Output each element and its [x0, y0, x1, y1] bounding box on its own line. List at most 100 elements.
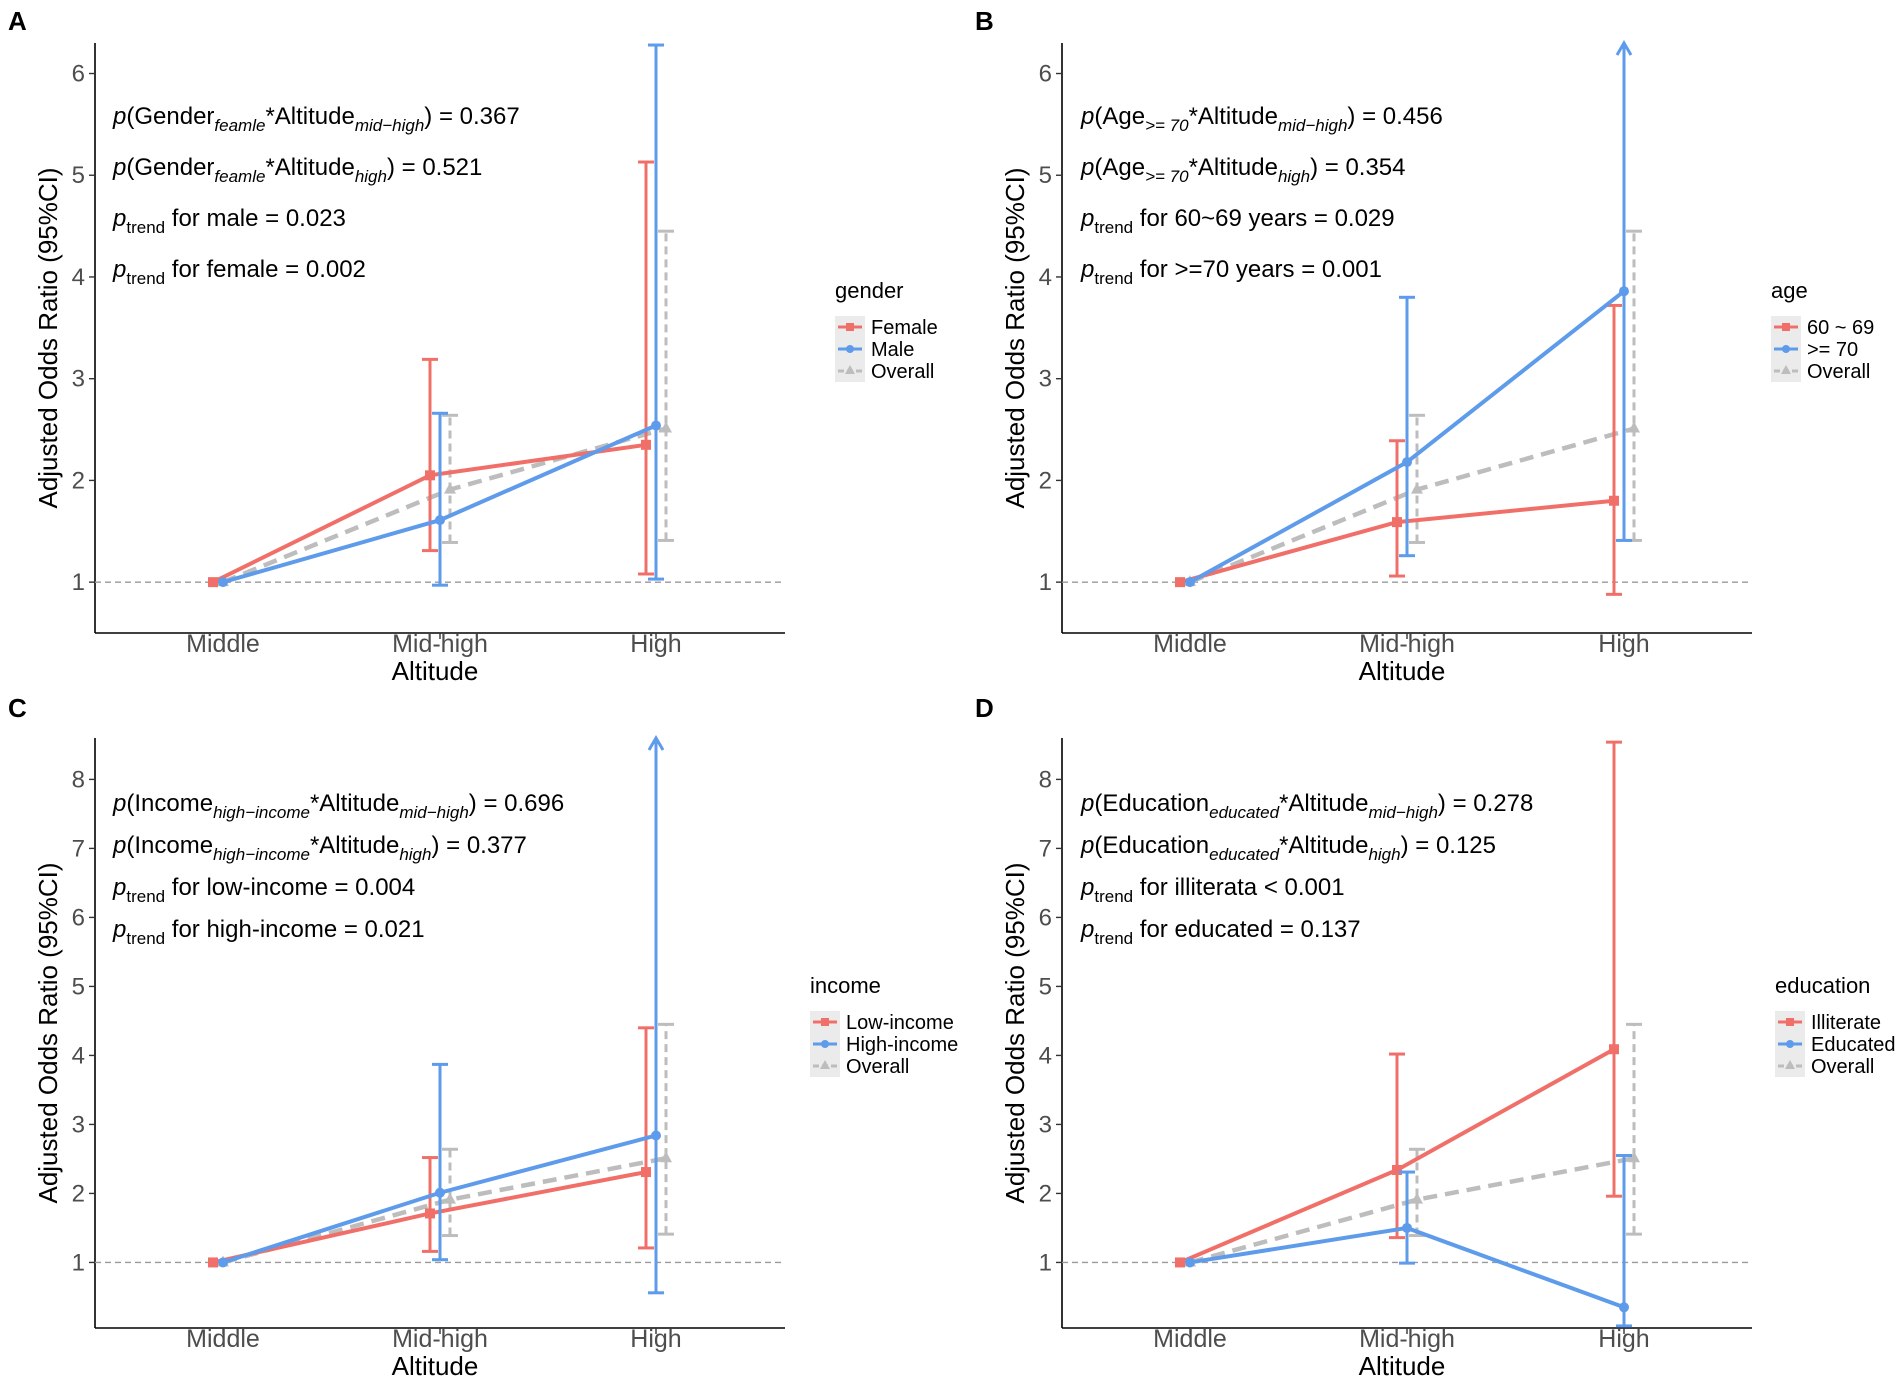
y-tick-label: 6	[72, 904, 85, 931]
series-high-income	[218, 735, 665, 1295]
series-overall	[217, 229, 674, 587]
x-tick-label: High	[1598, 1325, 1649, 1353]
legend-label: >= 70	[1807, 339, 1858, 361]
legend-title: gender	[835, 278, 904, 303]
data-point	[1619, 1302, 1629, 1313]
legend-label: Educated	[1811, 1034, 1896, 1056]
p-value-annotation: p(Genderfeamle*Altitudemid−high) = 0.367	[112, 103, 520, 135]
p-value-annotation: ptrend for 60~69 years = 0.029	[1080, 205, 1395, 237]
data-point	[208, 577, 218, 588]
y-tick-label: 2	[72, 1180, 85, 1207]
series-male	[218, 43, 664, 588]
p-value-annotation: p(Age>= 70*Altitudehigh) = 0.354	[1080, 154, 1406, 186]
y-tick-label: 3	[72, 1111, 85, 1138]
x-tick-label: High	[1598, 630, 1649, 658]
y-tick-label: 7	[1039, 835, 1052, 862]
p-value-annotation: ptrend for illiterata < 0.001	[1080, 874, 1345, 906]
data-point	[1185, 1257, 1195, 1268]
legend-key-marker	[821, 1040, 829, 1048]
p-value-annotation: ptrend for educated = 0.137	[1080, 916, 1361, 948]
data-point	[435, 1187, 445, 1198]
panel-letter: D	[975, 693, 994, 723]
x-tick-label: High	[630, 1325, 681, 1353]
data-point	[1402, 457, 1412, 468]
error-bar-arrow	[647, 735, 665, 751]
legend-label: Overall	[1811, 1056, 1874, 1078]
series--70	[1185, 40, 1633, 588]
y-tick-label: 6	[72, 61, 85, 88]
series-low-income	[208, 1026, 654, 1268]
data-point	[651, 420, 661, 431]
data-point	[651, 1130, 661, 1141]
panel-letter: C	[8, 693, 27, 723]
data-point	[660, 421, 672, 433]
data-point	[208, 1257, 218, 1268]
y-tick-label: 5	[1039, 973, 1052, 1000]
legend-key-marker	[1785, 1060, 1795, 1069]
data-point	[1411, 482, 1423, 494]
legend-label: Male	[871, 339, 914, 361]
series-overall	[217, 1022, 674, 1267]
x-axis-title: Altitude	[392, 656, 479, 686]
y-axis-title: Adjusted Odds Ratio (95%CI)	[33, 862, 63, 1203]
legend-label: Low-income	[846, 1012, 954, 1034]
data-point	[1628, 421, 1640, 433]
legend-key-marker	[1786, 1040, 1794, 1048]
panel-letter: B	[975, 6, 994, 36]
y-tick-label: 1	[1039, 1249, 1052, 1276]
y-tick-label: 2	[72, 467, 85, 494]
x-axis-title: Altitude	[1359, 1351, 1446, 1381]
x-tick-label: Mid-high	[392, 1325, 488, 1353]
data-point	[1609, 1044, 1619, 1055]
x-tick-label: High	[630, 630, 681, 658]
y-tick-label: 8	[72, 766, 85, 793]
panel-C: C 1 2 3 4 5 6 7 8 Middle Mid-high High Altitude Adjus…	[8, 693, 958, 1381]
y-tick-label: 8	[1039, 766, 1052, 793]
data-point	[1175, 577, 1185, 588]
error-bar-arrow	[1615, 40, 1633, 56]
y-tick-label: 5	[72, 973, 85, 1000]
series-female	[208, 160, 654, 588]
y-tick-label: 1	[1039, 569, 1052, 596]
p-value-annotation: ptrend for female = 0.002	[112, 256, 366, 288]
y-tick-label: 4	[1039, 264, 1052, 291]
x-tick-label: Middle	[186, 1325, 260, 1353]
data-point	[641, 439, 651, 450]
p-value-annotation: ptrend for >=70 years = 0.001	[1080, 256, 1382, 288]
x-tick-label: Middle	[1153, 1325, 1227, 1353]
p-value-annotation: p(Educationeducated*Altitudehigh) = 0.12…	[1080, 832, 1496, 864]
legend-key-marker	[1782, 345, 1790, 353]
x-axis-title: Altitude	[392, 1351, 479, 1381]
data-point	[425, 470, 435, 481]
data-point	[425, 1208, 435, 1219]
y-tick-label: 4	[72, 1042, 85, 1069]
legend-key-marker	[1786, 1018, 1794, 1026]
y-axis-title: Adjusted Odds Ratio (95%CI)	[1000, 167, 1030, 508]
data-point	[1185, 577, 1195, 588]
y-tick-label: 6	[1039, 61, 1052, 88]
legend-key-marker	[845, 365, 855, 374]
y-tick-label: 4	[72, 264, 85, 291]
legend-key-marker	[846, 323, 854, 331]
x-axis-title: Altitude	[1359, 656, 1446, 686]
legend-label: Overall	[871, 361, 934, 383]
data-point	[1402, 1222, 1412, 1233]
p-value-annotation: p(Genderfeamle*Altitudehigh) = 0.521	[112, 154, 482, 186]
legend-key-marker	[846, 345, 854, 353]
legend-label: High-income	[846, 1034, 958, 1056]
y-tick-label: 2	[1039, 1180, 1052, 1207]
y-tick-label: 1	[72, 1249, 85, 1276]
panel-letter: A	[8, 6, 27, 36]
y-tick-label: 6	[1039, 904, 1052, 931]
data-point	[1628, 1151, 1640, 1163]
legend-key-marker	[820, 1060, 830, 1069]
p-value-annotation: p(Educationeducated*Altitudemid−high) = …	[1080, 790, 1533, 822]
y-tick-label: 5	[1039, 162, 1052, 189]
y-tick-label: 5	[72, 162, 85, 189]
x-tick-label: Mid-high	[1359, 630, 1455, 658]
y-tick-label: 2	[1039, 467, 1052, 494]
panel-A: A 1 2 3 4 5 6 Middle Mid-high High Altitude Adjuste…	[8, 6, 938, 686]
